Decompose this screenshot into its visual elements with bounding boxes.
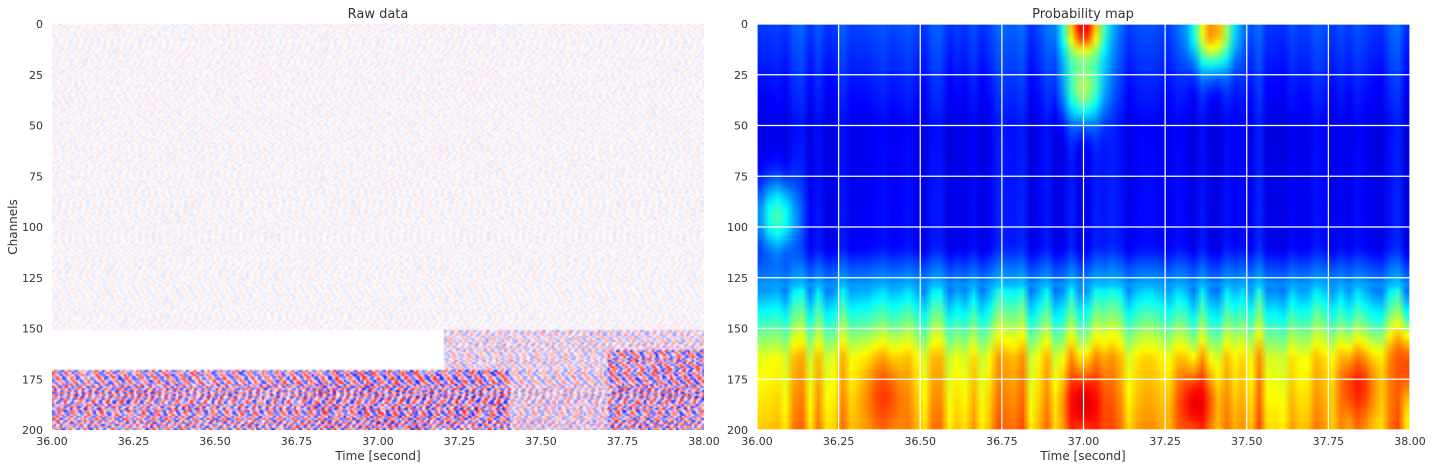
raw-data-y-tick-label: 75 — [29, 170, 43, 183]
probability-map-y-tick-label: 0 — [741, 18, 748, 31]
raw-data-x-tick-label: 38.00 — [688, 435, 720, 448]
probability-map-x-tick-label: 37.75 — [1313, 435, 1345, 448]
probability-map-y-tick-label: 150 — [727, 323, 748, 336]
probability-map-title: Probability map — [1032, 7, 1134, 22]
raw-data-x-tick-label: 36.75 — [281, 435, 313, 448]
raw-data-x-tick-label: 37.25 — [444, 435, 476, 448]
probability-map-y-tick-label: 175 — [727, 373, 748, 386]
raw-data-y-tick-label: 200 — [22, 424, 43, 437]
probability-map-x-label: Time [second] — [1039, 449, 1125, 463]
probability-map-x-tick-label: 36.25 — [823, 435, 855, 448]
raw-data-y-tick-label: 125 — [22, 272, 43, 285]
raw-data-y-tick-label: 175 — [22, 373, 43, 386]
probability-map-x-tick-label: 36.75 — [986, 435, 1018, 448]
probability-map-y-tick-label: 200 — [727, 424, 748, 437]
raw-data-x-tick-label: 37.75 — [607, 435, 639, 448]
probability-map-x-ticks: 36.00 36.25 36.50 36.75 37.00 37.25 37.50 37.75… — [741, 435, 1426, 448]
probability-map-panel: Probability map 0 25 50 75 100 125 150 175 200 3… — [727, 7, 1426, 463]
raw-data-x-ticks: 36.00 36.25 36.50 36.75 37.00 37.25 37.50 37.75… — [36, 435, 720, 448]
probability-map-y-tick-label: 50 — [734, 120, 748, 133]
raw-data-x-tick-label: 36.00 — [36, 435, 68, 448]
probability-map-grid — [756, 23, 1411, 431]
raw-data-title: Raw data — [348, 7, 409, 22]
probability-map-x-tick-label: 37.50 — [1231, 435, 1263, 448]
probability-map-y-tick-label: 25 — [734, 69, 748, 82]
raw-data-x-tick-label: 36.50 — [199, 435, 231, 448]
raw-data-y-tick-label: 25 — [29, 69, 43, 82]
probability-map-x-tick-label: 37.00 — [1068, 435, 1100, 448]
raw-data-x-tick-label: 37.00 — [362, 435, 394, 448]
raw-data-y-label: Channels — [6, 199, 20, 255]
probability-map-x-tick-label: 38.00 — [1394, 435, 1426, 448]
probability-map-y-tick-label: 75 — [734, 170, 748, 183]
raw-data-y-ticks: 0 25 50 75 100 125 150 175 200 — [22, 18, 43, 437]
probability-map-y-tick-label: 100 — [727, 221, 748, 234]
probability-map-x-tick-label: 37.25 — [1149, 435, 1181, 448]
raw-data-heatmap — [52, 24, 704, 430]
raw-data-x-tick-label: 36.25 — [118, 435, 150, 448]
raw-data-x-label: Time [second] — [334, 449, 420, 463]
probability-map-x-tick-label: 36.00 — [741, 435, 773, 448]
raw-data-x-tick-label: 37.50 — [525, 435, 557, 448]
probability-map-y-tick-label: 125 — [727, 272, 748, 285]
raw-data-y-tick-label: 0 — [36, 18, 43, 31]
probability-map-y-ticks: 0 25 50 75 100 125 150 175 200 — [727, 18, 748, 437]
raw-data-y-tick-label: 100 — [22, 221, 43, 234]
raw-data-y-tick-label: 50 — [29, 120, 43, 133]
probability-map-x-tick-label: 36.50 — [905, 435, 937, 448]
raw-data-y-tick-label: 150 — [22, 323, 43, 336]
